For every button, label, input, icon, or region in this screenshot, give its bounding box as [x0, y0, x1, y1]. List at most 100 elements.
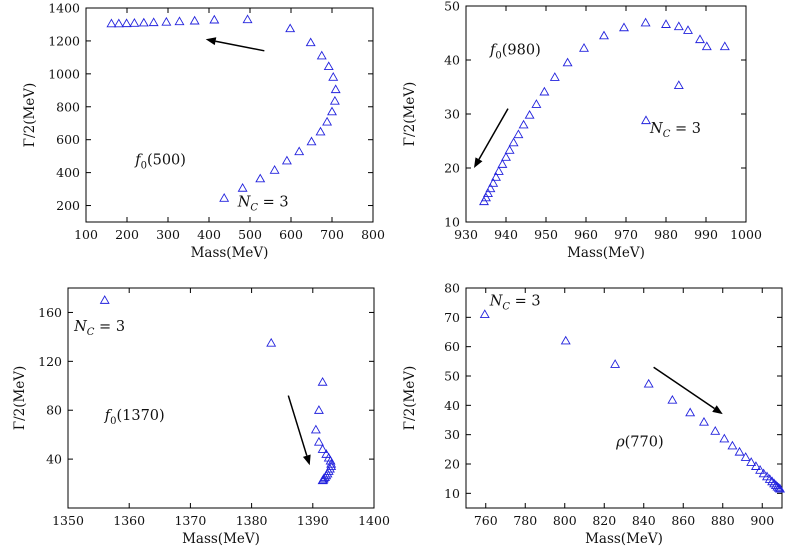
y-axis-label: Γ/2(MeV): [22, 83, 38, 148]
resonance-label: f0(500): [134, 152, 186, 171]
data-point-triangle: [531, 99, 542, 108]
x-tick-label: 950: [534, 227, 558, 242]
x-tick-label: 990: [694, 227, 718, 242]
data-point-triangle: [491, 172, 501, 181]
data-point-triangle: [740, 452, 751, 461]
y-tick-label: 800: [56, 99, 80, 114]
arrow-head-icon: [712, 405, 723, 415]
y-tick-label: 20: [444, 161, 460, 176]
data-point-triangle: [683, 25, 693, 34]
data-point-triangle: [667, 394, 678, 404]
nc-label: NC = 3: [649, 121, 701, 140]
y-axis-label: Γ/2(MeV): [12, 366, 28, 431]
data-point-triangle: [560, 335, 571, 345]
data-point-triangle: [599, 30, 609, 40]
data-point-triangle: [746, 457, 757, 466]
x-tick-label: 980: [654, 227, 678, 242]
y-tick-label: 50: [444, 369, 460, 384]
data-point-triangle: [775, 483, 786, 493]
data-point-triangle: [501, 152, 511, 161]
y-tick-label: 50: [444, 0, 460, 14]
data-point-triangle: [285, 23, 296, 33]
resonance-label: f0(980): [489, 43, 541, 62]
arrow-head-icon: [302, 454, 311, 466]
data-point-triangle: [719, 433, 730, 443]
y-tick-label: 400: [56, 165, 80, 180]
data-point-triangle: [294, 146, 305, 156]
nc-label: NC = 3: [73, 319, 125, 338]
subplot-1: 100 200 300 400 500 600 700 800 200 400 600 800 1000…: [22, 1, 385, 262]
x-axis-label: Mass(MeV): [585, 531, 663, 547]
x-tick-label: 600: [279, 227, 303, 242]
x-tick-label: 400: [197, 227, 221, 242]
y-tick-label: 30: [444, 427, 460, 442]
x-tick-label: 940: [494, 227, 518, 242]
data-point-triangle: [619, 22, 629, 32]
data-point-triangle: [673, 80, 684, 89]
y-tick-label: 30: [444, 107, 460, 122]
data-point-triangle: [504, 145, 515, 154]
data-point-triangle: [727, 440, 738, 450]
data-point-triangle: [237, 182, 248, 192]
data-point-triangle: [773, 482, 784, 492]
data-point-triangle: [327, 106, 337, 116]
data-point-triangle: [643, 378, 654, 388]
x-tick-label: 1380: [236, 513, 268, 528]
data-point-triangle: [497, 159, 508, 168]
y-tick-label: 1400: [48, 1, 80, 16]
x-tick-label: 800: [361, 227, 385, 242]
data-point-triangle: [266, 337, 277, 347]
x-axis-label: Mass(MeV): [182, 531, 260, 547]
nc-label: NC = 3: [237, 194, 289, 213]
x-axis-label: Mass(MeV): [567, 245, 645, 261]
data-point-triangle: [710, 426, 721, 435]
x-tick-label: 880: [711, 513, 735, 528]
y-tick-label: 20: [444, 457, 460, 472]
x-tick-label: 930: [454, 227, 478, 242]
x-tick-label: 860: [671, 513, 695, 528]
arrow-head-icon: [474, 157, 483, 168]
x-tick-label: 700: [320, 227, 344, 242]
data-point-triangle: [317, 444, 328, 453]
data-point-triangle: [330, 84, 341, 94]
x-tick-label: 970: [614, 227, 638, 242]
data-point-triangle: [524, 109, 535, 119]
data-point-triangle: [479, 309, 490, 318]
data-point-triangle: [174, 16, 185, 26]
data-point-triangle: [758, 468, 769, 478]
data-point-triangle: [719, 41, 730, 51]
x-tick-label: 1360: [113, 513, 145, 528]
x-tick-label: 500: [238, 227, 262, 242]
data-point-triangle: [317, 475, 328, 485]
data-point-triangle: [508, 137, 519, 147]
data-point-triangle: [579, 43, 589, 52]
data-point-triangle: [113, 18, 124, 28]
data-point-triangle: [755, 465, 766, 474]
y-tick-label: 120: [38, 354, 62, 369]
subplot-4: 760 780 800 820 840 860 880 900 10 20 30 40 50 60 70 80…: [402, 281, 786, 547]
data-point-triangle: [518, 119, 529, 129]
data-point-triangle: [313, 436, 324, 446]
data-point-triangle: [673, 21, 684, 31]
x-tick-label: 840: [632, 513, 656, 528]
x-tick-label: 780: [513, 513, 537, 528]
data-point-triangle: [161, 16, 172, 26]
x-tick-label: 800: [553, 513, 577, 528]
trajectory-arrow: [215, 40, 265, 52]
y-tick-label: 600: [56, 132, 80, 147]
x-tick-label: 900: [750, 513, 774, 528]
subplot-2: 930 940 950 960 970 980 990 1000 10 20 30 40 50 Mass(…: [402, 0, 762, 261]
data-point-triangle: [641, 115, 651, 125]
data-point-triangle: [699, 416, 709, 426]
data-point-triangle: [269, 165, 280, 174]
data-point-triangle: [483, 188, 493, 197]
data-point-triangle: [148, 17, 159, 27]
y-tick-label: 1200: [48, 33, 80, 48]
data-point-triangle: [315, 126, 326, 136]
x-tick-label: 1400: [358, 513, 390, 528]
y-tick-label: 40: [444, 53, 460, 68]
plot-frame: [85, 7, 374, 223]
data-point-triangle: [329, 95, 340, 105]
subplot-3: 1350 1360 1370 1380 1390 1400 40 80 120 160 Mass(M…: [12, 287, 390, 547]
